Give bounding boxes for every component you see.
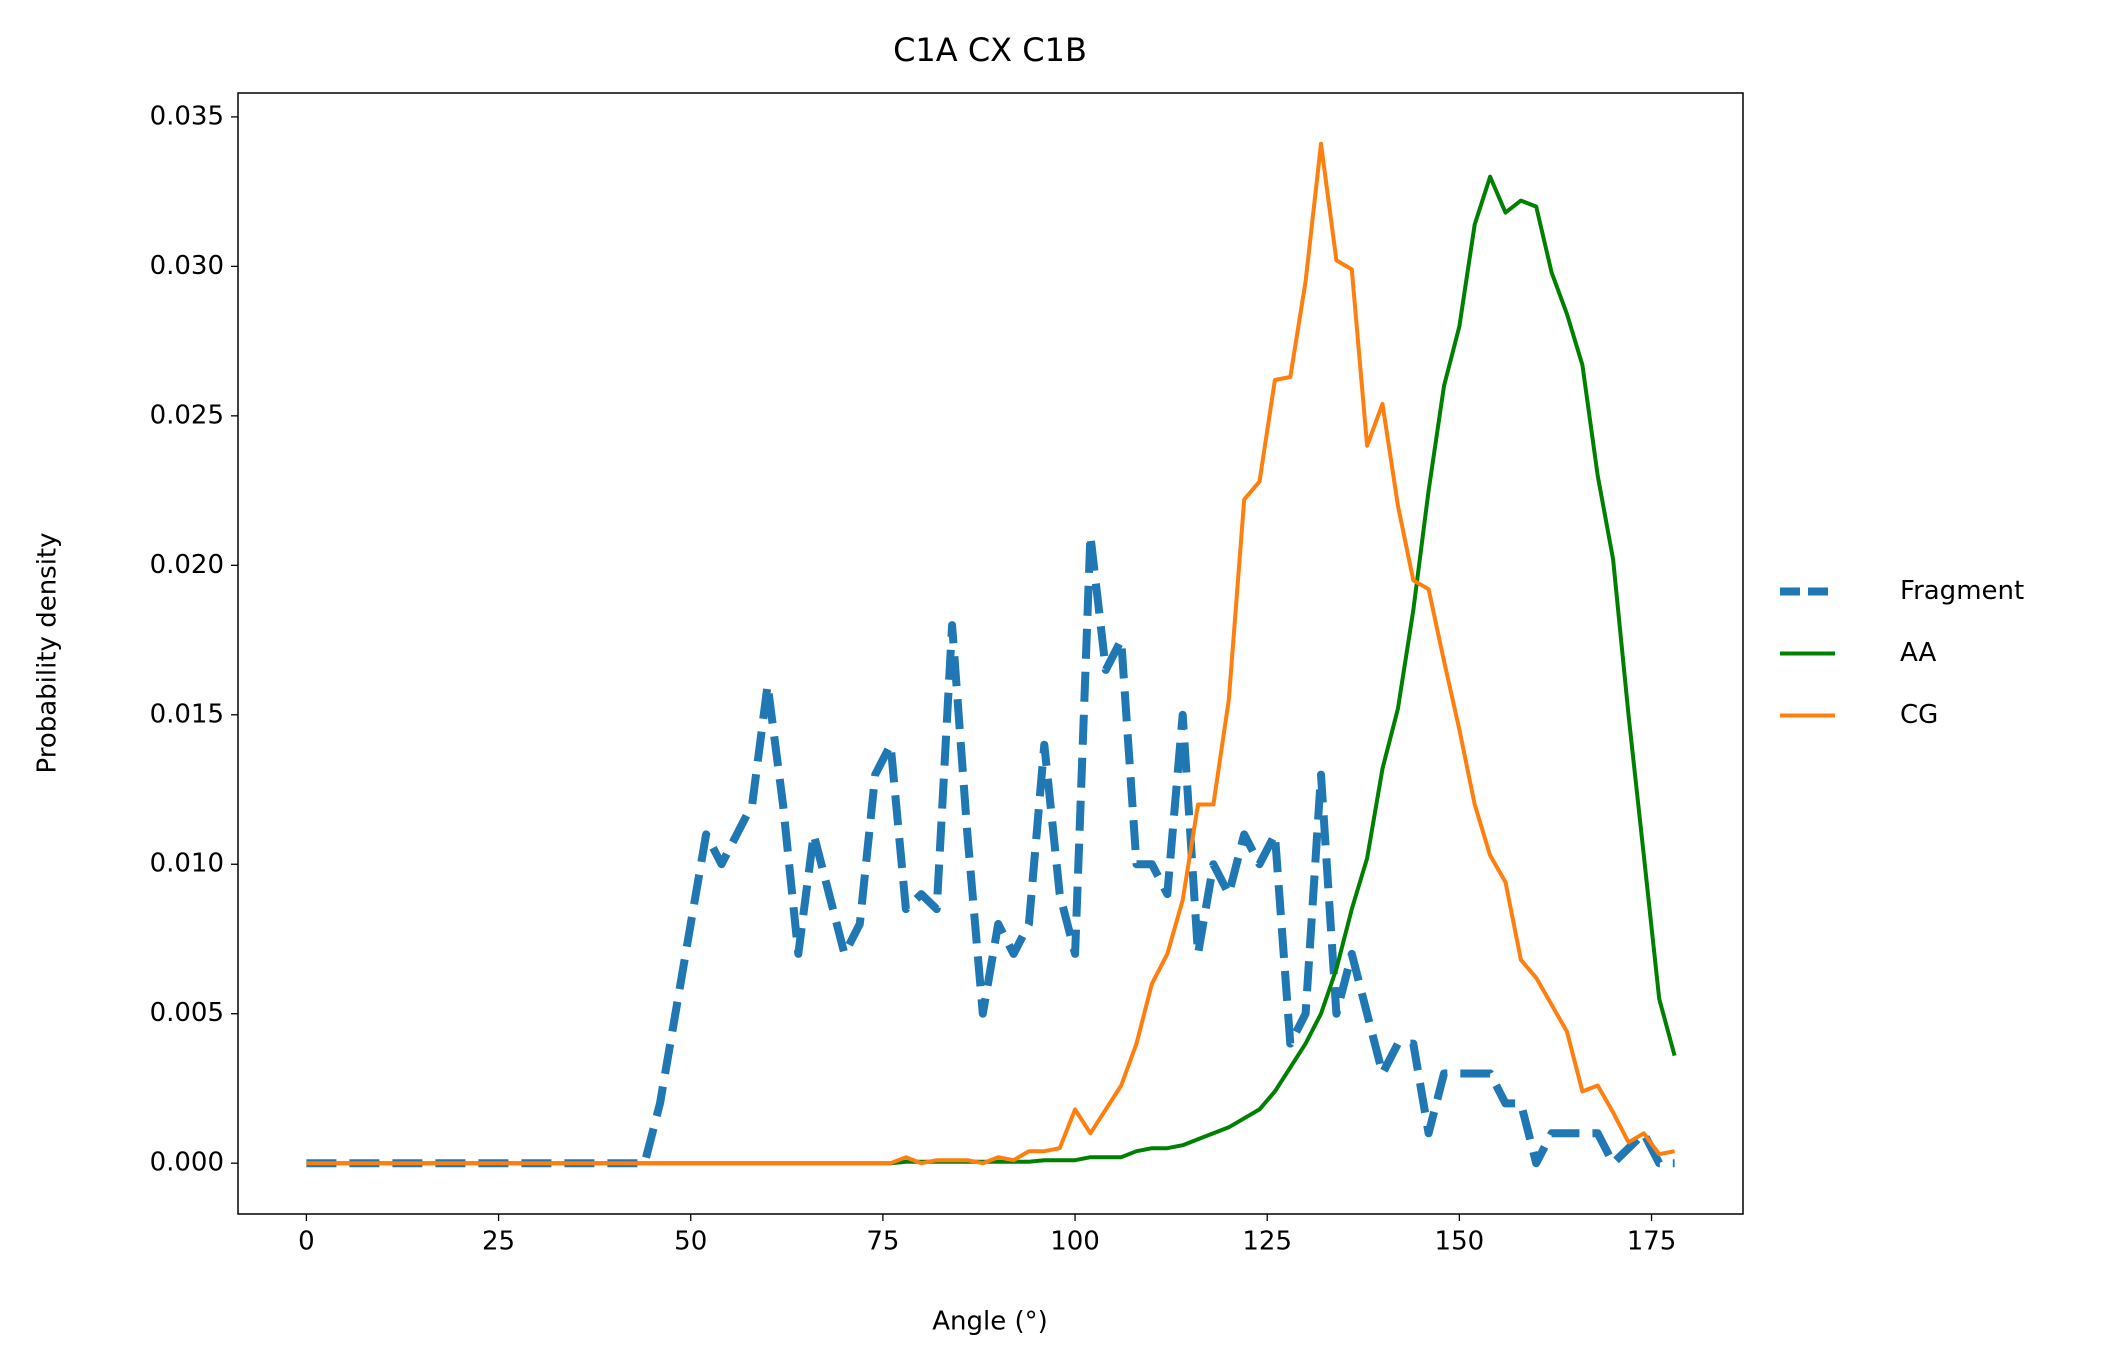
y-tick-label: 0.025 <box>150 400 224 430</box>
series-line <box>306 141 1675 1166</box>
x-tick-label: 100 <box>1050 1227 1100 1257</box>
y-tick-label: 0.000 <box>150 1148 224 1178</box>
y-tick-label: 0.035 <box>150 101 224 131</box>
x-tick-label: 0 <box>298 1227 315 1257</box>
x-axis-label: Angle (°) <box>932 1307 1048 1337</box>
x-tick-label: 75 <box>866 1227 899 1257</box>
x-tick-label: 150 <box>1435 1227 1485 1257</box>
legend-label: CG <box>1900 700 1938 730</box>
legend-label: Fragment <box>1900 576 2024 606</box>
y-tick-label: 0.030 <box>150 251 224 281</box>
chart-title: C1A CX C1B <box>893 31 1087 69</box>
x-tick-label: 175 <box>1627 1227 1677 1257</box>
y-axis-label: Probability density <box>33 532 63 773</box>
series-line <box>306 531 1675 1168</box>
x-tick-label: 25 <box>482 1227 515 1257</box>
series-line <box>306 174 1677 1166</box>
x-tick-label: 50 <box>674 1227 707 1257</box>
y-tick-label: 0.005 <box>150 998 224 1028</box>
x-tick-label: 125 <box>1242 1227 1292 1257</box>
y-tick-label: 0.010 <box>150 849 224 879</box>
legend-label: AA <box>1900 638 1937 668</box>
plot-frame <box>237 92 1744 1215</box>
y-tick-label: 0.015 <box>150 699 224 729</box>
y-tick-label: 0.020 <box>150 550 224 580</box>
